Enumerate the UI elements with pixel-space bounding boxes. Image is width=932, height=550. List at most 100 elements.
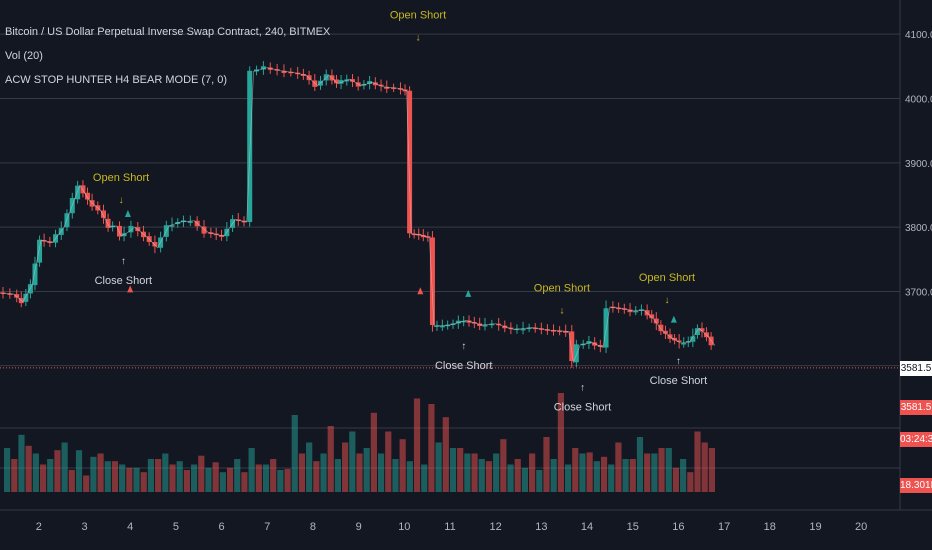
volume-bar (183, 470, 190, 492)
x-tick-label: 12 (490, 521, 502, 533)
candle-body (520, 328, 526, 331)
volume-bar (435, 442, 442, 492)
candle-body (407, 90, 413, 234)
candle-body (633, 310, 639, 313)
candle-body (85, 192, 91, 200)
x-tick-label: 13 (535, 521, 547, 533)
volume-bar (342, 442, 349, 492)
candle-body (489, 323, 495, 326)
candle-body (429, 237, 435, 326)
volume-bar (47, 459, 54, 492)
candle-body (75, 185, 81, 200)
volume-bar (615, 442, 622, 492)
x-tick-label: 8 (310, 521, 316, 533)
candle-body (116, 225, 122, 237)
candle-body (267, 67, 273, 70)
volume-bar (97, 453, 104, 492)
candle-body (105, 218, 111, 228)
volume-bar (147, 459, 155, 492)
candle-body (180, 220, 186, 223)
symbol-legend[interactable]: Bitcoin / US Dollar Perpetual Inverse Sw… (5, 26, 331, 38)
candle-body (573, 344, 579, 363)
candle-body (439, 325, 445, 328)
candle-body (37, 239, 43, 263)
candle-body (224, 228, 230, 237)
volume-bar (529, 453, 536, 492)
candle-body (384, 86, 390, 89)
volume-bar (284, 468, 291, 492)
volume-bar (449, 448, 457, 492)
volume-bar (212, 462, 219, 492)
volume-bar (25, 445, 32, 492)
open-short-label: Open Short (93, 172, 149, 184)
x-tick-label: 14 (581, 521, 593, 533)
candle-body (128, 225, 134, 233)
candle-body (260, 66, 266, 70)
signal-triangle (465, 289, 472, 297)
signal-triangle (417, 287, 424, 295)
candle-body (187, 221, 193, 223)
close-short-label: Close Short (554, 402, 611, 414)
volume-bar (234, 459, 241, 492)
volume-bar (687, 472, 694, 492)
x-tick-label: 18 (764, 521, 776, 533)
volume-bar (11, 459, 18, 492)
x-tick-label: 3 (81, 521, 87, 533)
volume-bar (636, 437, 644, 492)
volume-bar (298, 453, 306, 492)
volume-bar (356, 453, 363, 492)
x-tick-label: 11 (444, 521, 455, 533)
candle-body (334, 79, 340, 84)
candle-body (586, 341, 592, 344)
last-price-tag: 3581.5 (900, 361, 932, 376)
candle-body (89, 200, 95, 207)
candle-body (14, 294, 20, 298)
y-tick-label: 4000.0 (905, 94, 932, 105)
candle-body (699, 328, 705, 332)
volume-bar (593, 461, 600, 492)
signal-triangle (127, 285, 134, 293)
volume-legend[interactable]: Vol (20) (5, 50, 43, 62)
volume-bar (90, 456, 97, 492)
volume-bar (190, 464, 198, 492)
volume-bar (701, 442, 708, 492)
candle-body (658, 324, 664, 332)
volume-bar (651, 453, 658, 492)
candle-body (690, 336, 696, 342)
y-tick-label: 3700.0 (905, 288, 932, 299)
volume-bar (126, 467, 133, 492)
volume-bar (68, 470, 75, 492)
candle-body (367, 81, 373, 84)
volume-bar (155, 459, 162, 492)
volume-bar (507, 464, 514, 492)
candle-body (7, 293, 13, 295)
volume-bar (485, 461, 493, 492)
volume-bar (162, 453, 169, 492)
indicator-legend[interactable]: ACW STOP HUNTER H4 BEAR MODE (7, 0) (5, 74, 228, 86)
countdown-tag: 03:24:39 (900, 432, 932, 447)
x-tick-label: 7 (264, 521, 270, 533)
volume-bar (564, 464, 572, 492)
x-tick-label: 10 (398, 521, 410, 533)
volume-bar (270, 459, 277, 492)
candle-body (169, 225, 175, 227)
volume-bar (579, 453, 586, 492)
candle-body (312, 80, 318, 87)
candle-body (638, 309, 644, 311)
candle-body (551, 330, 557, 332)
y-tick-label: 3800.0 (905, 223, 932, 234)
candle-body (32, 263, 38, 286)
volume-bar (694, 431, 701, 492)
candle-body (391, 87, 397, 90)
volume-bar (521, 467, 529, 492)
x-tick-label: 17 (718, 521, 730, 533)
close-short-arrow: ↑ (580, 383, 585, 394)
open-short-label: Open Short (390, 10, 446, 22)
volume-bar (219, 472, 226, 492)
volume-bar (442, 417, 449, 492)
indicator-line (0, 67, 716, 364)
volume-bar (18, 434, 25, 492)
volume-bar (75, 450, 83, 492)
volume-bar (457, 448, 464, 492)
